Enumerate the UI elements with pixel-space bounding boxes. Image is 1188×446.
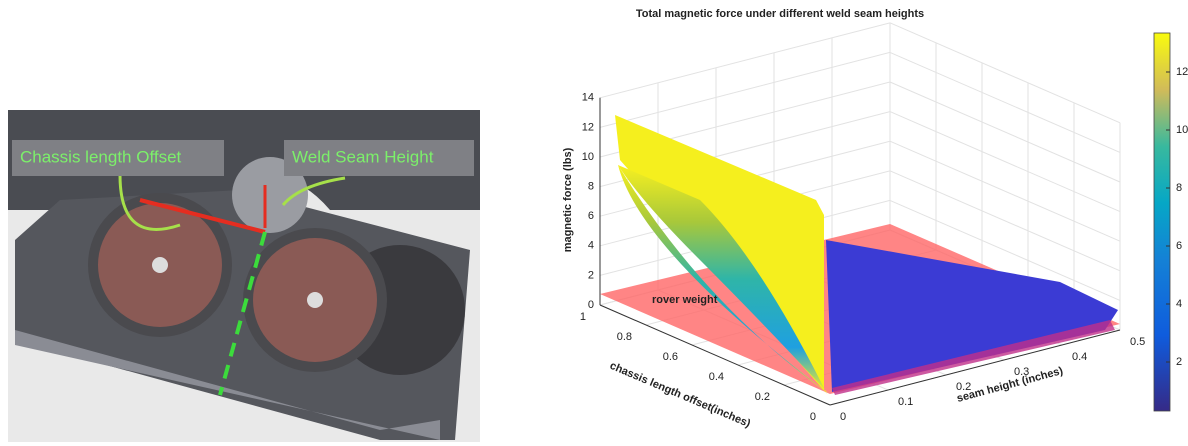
- grid-line: [890, 82, 1120, 182]
- colorbar-tick-label: 2: [1176, 356, 1182, 368]
- grid-line: [600, 52, 890, 127]
- x-tick-label: 0.4: [709, 371, 724, 383]
- figure: Chassis length Offset Weld Seam Height T…: [0, 0, 1188, 446]
- colorbar: [1154, 33, 1170, 411]
- x-tick-label: 1: [580, 311, 586, 323]
- colorbar-tick-label: 10: [1176, 124, 1188, 136]
- z-tick-label: 8: [588, 181, 594, 193]
- y-tick-label: 0.4: [1072, 351, 1087, 363]
- z-tick-label: 6: [588, 210, 594, 222]
- z-tick-label: 14: [582, 92, 594, 104]
- grid-line: [600, 23, 890, 98]
- z-tick-label: 12: [582, 121, 594, 133]
- annotation: rover weight: [652, 294, 718, 306]
- z-axis-label: magnetic force (lbs): [562, 147, 574, 252]
- chart-title: Total magnetic force under different wel…: [636, 8, 924, 20]
- y-tick-label: 0.1: [898, 396, 913, 408]
- colorbar-tick-label: 4: [1176, 298, 1182, 310]
- x-axis-label: chassis length offset(inches): [608, 360, 753, 430]
- grid-line: [890, 52, 1120, 152]
- x-tick-label: 0.6: [663, 351, 678, 363]
- y-tick-label: 0: [840, 411, 846, 423]
- z-tick-label: 2: [588, 269, 594, 281]
- y-tick-label: 0.5: [1130, 336, 1145, 348]
- y-axis-label: seam height (inches): [956, 365, 1065, 405]
- annotation-label: Weld Seam Height: [292, 147, 434, 166]
- y-tick-label: 0.3: [1014, 366, 1029, 378]
- cad-image: Chassis length Offset Weld Seam Height: [8, 110, 480, 442]
- x-tick-label: 0: [810, 411, 816, 423]
- x-tick-label: 0.8: [617, 331, 632, 343]
- y-tick-label: 0.2: [956, 381, 971, 393]
- z-tick-label: 10: [582, 151, 594, 163]
- x-tick-label: 0.2: [755, 391, 770, 403]
- grid-line: [890, 23, 1120, 123]
- colorbar-tick-label: 6: [1176, 240, 1182, 252]
- grid-line: [890, 141, 1120, 241]
- z-tick-label: 0: [588, 299, 594, 311]
- colorbar-tick-label: 12: [1176, 66, 1188, 78]
- grid-line: [890, 112, 1120, 212]
- annotation-label: Chassis length Offset: [20, 147, 182, 166]
- z-tick-label: 4: [588, 240, 594, 252]
- colorbar-tick-label: 8: [1176, 182, 1182, 194]
